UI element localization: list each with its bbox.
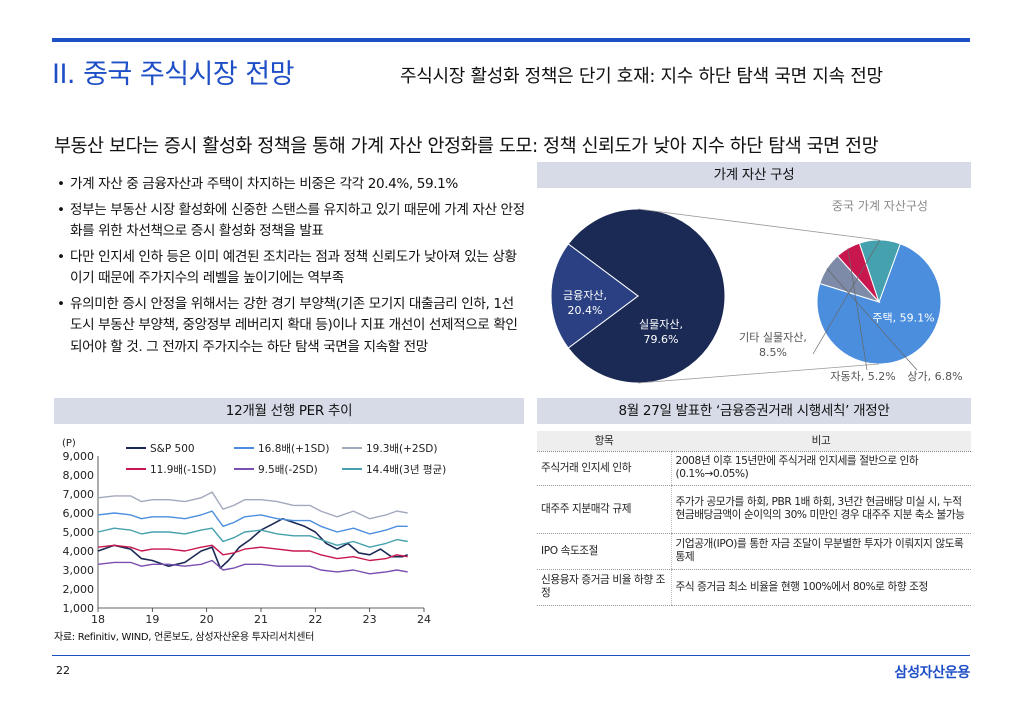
pie-connector-line — [637, 363, 880, 384]
leader-line — [826, 268, 918, 371]
per-box-header: 12개월 선행 PER 추이 — [54, 398, 524, 424]
series-line — [97, 544, 408, 562]
series-line — [97, 527, 408, 548]
y-tick-label: 1,000 — [63, 602, 95, 615]
legend-label: 16.8배(+1SD) — [258, 443, 329, 455]
breakdown-pie — [816, 239, 942, 365]
x-tick-label: 24 — [417, 613, 431, 626]
leader-line — [812, 239, 881, 355]
table-cell-item: 대주주 지분매각 규제 — [537, 485, 671, 534]
y-tick-label: 8,000 — [63, 469, 95, 482]
table-cell-item: 신용융자 증거금 비율 하향 조정 — [537, 569, 671, 606]
table-row: 주식거래 인지세 인하 2008년 이후 15년만에 주식거래 인지세를 절반으… — [537, 451, 971, 486]
policy-table: 항목 비고 주식거래 인지세 인하 2008년 이후 15년만에 주식거래 인지… — [537, 431, 971, 606]
footer-rule — [52, 655, 970, 656]
brand-logo: 삼성자산운용 — [894, 665, 971, 681]
x-tick-label: 18 — [91, 613, 105, 626]
bullet-item: 유의미한 증시 안정을 위해서는 강한 경기 부양책(기존 모기지 대출금리 인… — [56, 294, 526, 359]
breakdown-label-housing: 주택, 59.1% — [872, 311, 934, 324]
pie-label-real-assets: 실물자산, 79.6% — [639, 318, 683, 346]
table-cell-note: 2008년 이후 15년만에 주식거래 인지세를 절반으로 인하(0.1%→0.… — [670, 451, 971, 486]
pie-connector-line — [637, 208, 880, 241]
table-cell-note: 주가가 공모가를 하회, PBR 1배 하회, 3년간 현금배당 미실 시, 누… — [670, 485, 971, 534]
table-cell-item: 주식거래 인지세 인하 — [537, 451, 671, 486]
pie-box-header: 가계 자산 구성 — [537, 162, 971, 188]
breakdown-label-car: 자동차, 5.2% — [830, 370, 895, 383]
pie-labels: 실물자산, 79.6% 금융자산, 20.4% 주택, 59.1% 기타 실물자산, 8.5… — [563, 239, 963, 383]
y-tick-label: 9,000 — [63, 450, 95, 463]
table-header-row: 항목 비고 — [537, 431, 971, 452]
y-tick-label: 2,000 — [63, 583, 95, 596]
per-line-chart: (P) 9,000 8,000 7,000 6,000 5,000 4,000 3,000 2,… — [54, 436, 524, 641]
table-row: 대주주 지분매각 규제 주가가 공모가를 하회, PBR 1배 하회, 3년간 … — [537, 485, 971, 534]
column-header: 항목 — [537, 431, 671, 452]
per-legend: S&P 500 16.8배(+1SD) 19.3배(+2SD) 11.9배(-1SD)… — [126, 443, 446, 476]
source-note: 자료: Refinitiv, WIND, 언론보도, 삼성자산운용 투자리서치센… — [54, 632, 315, 643]
section-title: II. 중국 주식시장 전망 — [52, 59, 294, 90]
table-box-header: 8월 27일 발표한 ‘금융증권거래 시행세칙’ 개정안 — [537, 398, 971, 424]
main-pie — [550, 208, 726, 384]
legend-label: 19.3배(+2SD) — [366, 443, 437, 455]
top-rule — [52, 38, 970, 42]
pie-slice-real-assets — [567, 208, 726, 384]
x-tick-label: 21 — [254, 613, 268, 626]
x-tick-label: 20 — [200, 613, 214, 626]
section-subtitle: 주식시장 활성화 정책은 단기 호재: 지수 하단 탐색 국면 지속 전망 — [400, 66, 883, 87]
bullet-item: 정부는 부동산 시장 활성화에 신중한 스탠스를 유지하고 있기 때문에 가계 … — [56, 200, 526, 243]
pie-label-financial-assets: 금융자산, 20.4% — [563, 289, 607, 317]
per-series-lines — [97, 491, 408, 575]
y-tick-label: 6,000 — [63, 507, 95, 520]
series-line — [97, 510, 408, 535]
y-tick-label: 7,000 — [63, 488, 95, 501]
legend-label: 9.5배(-2SD) — [258, 464, 318, 476]
per-axes: (P)9,000 8,000 7,000 6,000 5,000 4,000 3,000 2,… — [62, 438, 431, 626]
column-header: 비고 — [671, 431, 971, 452]
bullet-item: 가계 자산 중 금융자산과 주택이 차지하는 비중은 각각 20.4%, 59.… — [56, 174, 526, 196]
x-tick-label: 22 — [308, 613, 322, 626]
bullet-list: 가계 자산 중 금융자산과 주택이 차지하는 비중은 각각 20.4%, 59.… — [56, 174, 526, 362]
series-line — [97, 559, 408, 575]
leader-line — [847, 248, 868, 371]
legend-label: 11.9배(-1SD) — [150, 464, 216, 476]
breakdown-slice — [816, 243, 942, 365]
legend-label: S&P 500 — [150, 443, 195, 455]
table-row: IPO 속도조절 기업공개(IPO)를 통한 자금 조달이 무분별한 투자가 이… — [537, 533, 971, 570]
page-number: 22 — [56, 664, 70, 677]
pie-subtitle: 중국 가계 자산구성 — [832, 199, 928, 213]
series-line — [97, 517, 408, 569]
breakdown-label-other-real: 기타 실물자산, 8.5% — [739, 331, 807, 359]
breakdown-label-shop: 상가, 6.8% — [907, 370, 962, 383]
pie-slice-financial-assets — [550, 243, 639, 349]
table-cell-note: 주식 증거금 최소 비율을 현행 100%에서 80%로 하향 조정 — [670, 569, 971, 606]
y-tick-label: 5,000 — [63, 526, 95, 539]
y-axis-unit: (P) — [62, 438, 76, 449]
table-cell-item: IPO 속도조절 — [537, 533, 671, 570]
pie-connectors — [637, 208, 880, 384]
series-line — [97, 491, 408, 520]
table-cell-note: 기업공개(IPO)를 통한 자금 조달이 무분별한 투자가 이뤄지지 않도록 통… — [670, 533, 971, 570]
y-tick-label: 3,000 — [63, 564, 95, 577]
y-tick-label: 4,000 — [63, 545, 95, 558]
table-row: 신용융자 증거금 비율 하향 조정 주식 증거금 최소 비율을 현행 100%에… — [537, 569, 971, 606]
legend-label: 14.4배(3년 평균) — [366, 464, 446, 476]
x-tick-label: 23 — [363, 613, 377, 626]
page-headline: 부동산 보다는 증시 활성화 정책을 통해 가계 자산 안정화를 도모: 정책 … — [54, 136, 879, 157]
x-tick-label: 19 — [145, 613, 159, 626]
asset-pie-chart: 중국 가계 자산구성 실물자산, 79.6% 금융자산, 20.4% 주택, 59.1%… — [537, 192, 971, 384]
bullet-item: 다만 인지세 인하 등은 이미 예견된 조치라는 점과 정책 신뢰도가 낮아져 … — [56, 247, 526, 290]
